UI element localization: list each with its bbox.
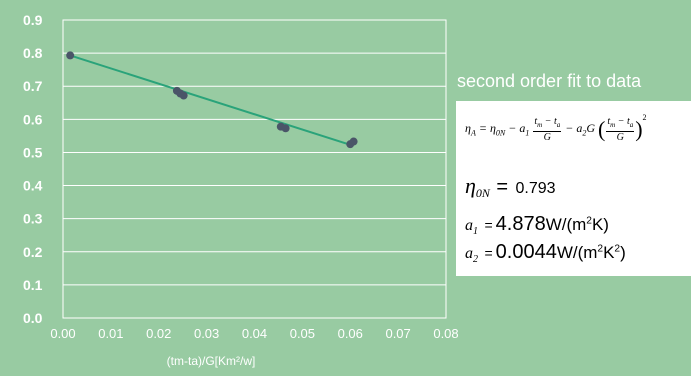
- x-tick-label: 0.07: [385, 326, 410, 341]
- chart-series: [66, 51, 358, 149]
- eta0-symbol: η: [465, 173, 476, 198]
- a1-unit: W/(m2K): [546, 215, 609, 234]
- eq-eta0-sub: 0N: [495, 128, 506, 138]
- x-tick-label: 0.00: [50, 326, 75, 341]
- a2-symbol: a: [465, 245, 473, 262]
- y-tick-label: 0.7: [23, 78, 43, 94]
- a2-value: 0.0044: [495, 241, 557, 263]
- a2-equals: =: [484, 245, 493, 261]
- eta0-value: 0.793: [515, 180, 556, 197]
- a2-unit-pre: W/(m: [556, 243, 598, 262]
- eq-g: G: [586, 121, 596, 135]
- eta0-equals: =: [496, 176, 509, 198]
- y-tick-label: 0.9: [23, 12, 43, 28]
- eq-frac-1: tm − ta G: [533, 115, 562, 143]
- eq-lhs-sub: A: [470, 128, 476, 138]
- a2-row: a2 = 0.0044W/(m2K2): [465, 241, 626, 265]
- fit-formula-panel: ηA = η0N − a1 tm − ta G − a2G ( tm − ta …: [456, 101, 691, 276]
- a2-unit-sup2: 2: [614, 243, 621, 255]
- eq-paren-close: ): [635, 116, 643, 142]
- x-tick-label: 0.03: [194, 326, 219, 341]
- eq-frac1-den: G: [543, 131, 551, 143]
- eq-eta0: η: [489, 121, 496, 135]
- a2-sub: 2: [473, 254, 478, 266]
- eq-frac2-ta: t: [626, 115, 630, 127]
- x-axis-ticks: 0.00 0.01 0.02 0.03 0.04 0.05 0.06 0.07 0.08: [50, 326, 458, 341]
- y-tick-label: 0.0: [23, 310, 43, 326]
- eq-a1-sub: 1: [525, 128, 530, 138]
- a1-row: a1 = 4.878W/(m2K): [465, 213, 609, 237]
- eq-frac2-den: G: [616, 131, 624, 143]
- y-tick-label: 0.8: [23, 45, 43, 61]
- a1-value: 4.878: [495, 213, 546, 235]
- x-tick-label: 0.01: [98, 326, 123, 341]
- eq-paren-open: (: [598, 116, 606, 142]
- a1-unit-pre: W/(m: [545, 215, 587, 234]
- eq-frac-2: tm − ta G: [606, 115, 635, 143]
- x-tick-label: 0.04: [242, 326, 267, 341]
- fit-line: [69, 54, 351, 146]
- eq-lhs: η: [465, 121, 471, 135]
- eq-a2-sub: 2: [582, 128, 587, 138]
- eq-frac1-tm-sub: m: [537, 120, 543, 129]
- a1-unit-sup: 2: [586, 215, 592, 227]
- fit-title: second order fit to data: [457, 71, 642, 91]
- x-tick-label: 0.08: [433, 326, 458, 341]
- a1-unit-post: K): [591, 215, 609, 234]
- a2-unit: W/(m2K2): [557, 243, 626, 262]
- a2-unit-mid: K: [603, 243, 615, 262]
- y-tick-label: 0.4: [23, 178, 43, 194]
- x-tick-label: 0.06: [338, 326, 363, 341]
- a2-unit-sup: 2: [597, 243, 604, 255]
- x-tick-label: 0.05: [290, 326, 315, 341]
- y-tick-label: 0.2: [23, 244, 43, 260]
- a1-symbol: a: [465, 217, 473, 234]
- x-tick-label: 0.02: [146, 326, 171, 341]
- data-point: [179, 91, 188, 100]
- a1-sub: 1: [473, 226, 478, 238]
- eq-a1: a: [519, 121, 526, 135]
- a2-unit-post: ): [620, 243, 626, 262]
- eq-frac2-ta-sub: a: [629, 120, 634, 129]
- eq-frac1-ta: t: [553, 115, 557, 127]
- eta0-row: η0N = 0.793: [465, 173, 556, 201]
- eq-a2: a: [576, 121, 583, 135]
- chart-grid: [62, 19, 447, 319]
- plot-border: [62, 19, 447, 319]
- fit-equation: ηA = η0N − a1 tm − ta G − a2G ( tm − ta …: [465, 113, 647, 143]
- y-tick-label: 0.1: [23, 277, 43, 293]
- y-tick-label: 0.5: [23, 144, 43, 160]
- eq-frac1-tm: t: [534, 115, 538, 127]
- data-point: [349, 137, 358, 146]
- y-axis-ticks: 0.0 0.1 0.2 0.3 0.4 0.5 0.6 0.7 0.8 0.9: [23, 12, 43, 326]
- eq-frac2-tm-sub: m: [610, 120, 616, 129]
- eq-frac2-tm: t: [607, 115, 611, 127]
- y-tick-label: 0.3: [23, 211, 43, 227]
- eta0-sub: 0N: [475, 186, 490, 201]
- data-point: [66, 51, 75, 60]
- x-axis-label: (tm-ta)/G[Km²/w]: [167, 354, 256, 368]
- data-point: [281, 124, 290, 133]
- eq-exponent: 2: [642, 113, 647, 122]
- a1-equals: =: [484, 217, 493, 233]
- eq-frac1-ta-sub: a: [556, 120, 561, 129]
- y-tick-label: 0.6: [23, 111, 43, 127]
